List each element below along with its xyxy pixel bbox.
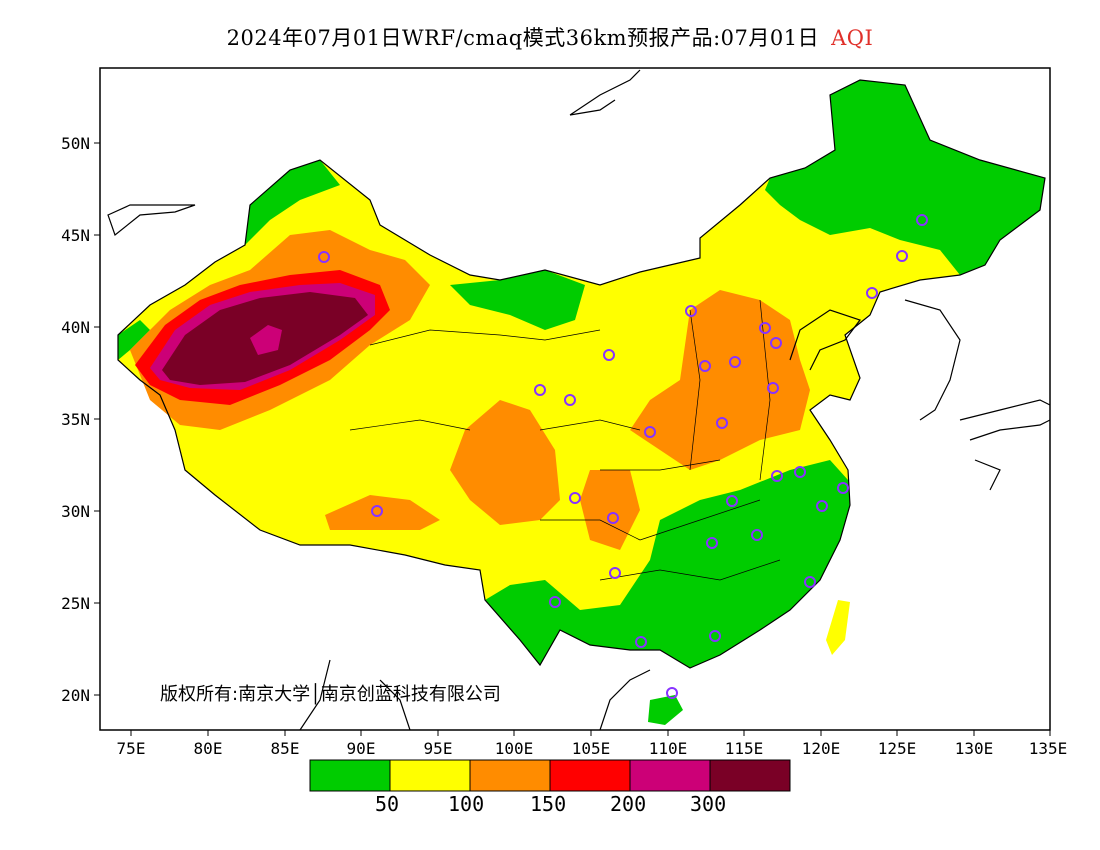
boundaries [107, 69, 1051, 731]
x-tick-label: 120E [802, 739, 841, 758]
x-tick-label: 135E [1029, 739, 1068, 758]
bohai-coast [789, 309, 861, 371]
legend-label: 150 [530, 792, 567, 816]
city-markers [318, 214, 928, 699]
copyright-notice: 版权所有:南京大学│南京创蓝科技有限公司 [160, 684, 501, 705]
legend-label: 200 [610, 792, 647, 816]
tick-marks [94, 142, 1051, 736]
city-marker [916, 214, 928, 226]
kazakhstan-lake [107, 204, 196, 236]
y-axis-labels: 50N 45N 40N 35N 30N 25N 20N [61, 134, 90, 705]
city-marker [635, 636, 647, 648]
y-tick-label: 50N [61, 134, 90, 153]
x-tick-label: 130E [955, 739, 994, 758]
city-marker [549, 596, 561, 608]
china-aqi-field [118, 80, 1045, 725]
city-marker [751, 529, 763, 541]
legend-swatch [469, 759, 551, 792]
city-marker [726, 495, 738, 507]
city-marker [709, 630, 721, 642]
city-marker [569, 492, 581, 504]
x-tick-label: 90E [347, 739, 376, 758]
y-tick-label: 30N [61, 502, 90, 521]
aqi-zone-taiwan [826, 600, 850, 655]
x-tick-label: 115E [725, 739, 764, 758]
legend-label: 300 [690, 792, 727, 816]
city-marker [685, 305, 697, 317]
city-marker [804, 576, 816, 588]
y-tick-label: 40N [61, 318, 90, 337]
legend-swatch [389, 759, 471, 792]
city-marker [729, 356, 741, 368]
city-marker [794, 466, 806, 478]
korea-japan-coast [904, 299, 1051, 491]
city-marker [371, 505, 383, 517]
city-marker [771, 470, 783, 482]
city-marker [770, 337, 782, 349]
y-tick-label: 25N [61, 594, 90, 613]
x-tick-label: 95E [424, 739, 453, 758]
city-marker [644, 426, 656, 438]
x-tick-label: 100E [495, 739, 534, 758]
indochina-coast [299, 659, 651, 731]
legend-swatch [709, 759, 791, 792]
aqi-zone-magenta-spot [250, 325, 282, 355]
aqi-zone-green-northwest [245, 160, 340, 245]
legend-colorbar [309, 759, 791, 792]
aqi-zone-hainan [648, 695, 683, 725]
x-tick-label: 75E [117, 739, 146, 758]
city-marker [767, 382, 779, 394]
y-tick-label: 20N [61, 686, 90, 705]
city-marker [816, 500, 828, 512]
aqi-zone-orange-sichuan [450, 400, 560, 525]
title-variable: AQI [831, 26, 874, 50]
aqi-zone-green-north [450, 270, 585, 330]
legend-swatch [309, 759, 391, 792]
provincial-lines [349, 299, 781, 581]
china-border [117, 79, 1046, 669]
y-tick-label: 45N [61, 226, 90, 245]
x-tick-label: 125E [878, 739, 917, 758]
city-marker [318, 251, 330, 263]
city-marker [699, 360, 711, 372]
y-tick-label: 35N [61, 410, 90, 429]
city-marker [609, 567, 621, 579]
aqi-zone-green-northeast [765, 80, 1045, 275]
aqi-zone-green-west [118, 320, 150, 360]
x-tick-label: 85E [271, 739, 300, 758]
city-marker [837, 482, 849, 494]
aqi-zone-green-south [485, 460, 850, 668]
city-marker [706, 537, 718, 549]
city-marker [759, 322, 771, 334]
city-marker [564, 394, 576, 406]
x-tick-label: 80E [194, 739, 223, 758]
city-marker [866, 287, 878, 299]
city-marker [666, 687, 678, 699]
aqi-zone-orange-central [580, 470, 640, 550]
title-text: 2024年07月01日WRF/cmaq模式36km预报产品:07月01日 [226, 26, 820, 50]
x-tick-label: 105E [572, 739, 611, 758]
legend-swatch [629, 759, 711, 792]
aqi-zone-orange-north-china [630, 290, 810, 470]
city-marker [534, 384, 546, 396]
city-marker [603, 349, 615, 361]
legend-swatch [549, 759, 631, 792]
map-frame [99, 67, 1051, 731]
legend-label: 50 [375, 792, 400, 816]
x-axis-labels: 75E 80E 85E 90E 95E 100E 105E 110E 115E … [117, 739, 1068, 758]
x-tick-label: 110E [649, 739, 688, 758]
map-title: 2024年07月01日WRF/cmaq模式36km预报产品:07月01日 AQI [0, 22, 1100, 52]
city-marker [607, 512, 619, 524]
legend-label: 100 [448, 792, 485, 816]
russia-coast-north [569, 69, 641, 116]
city-marker [896, 250, 908, 262]
city-marker [716, 417, 728, 429]
